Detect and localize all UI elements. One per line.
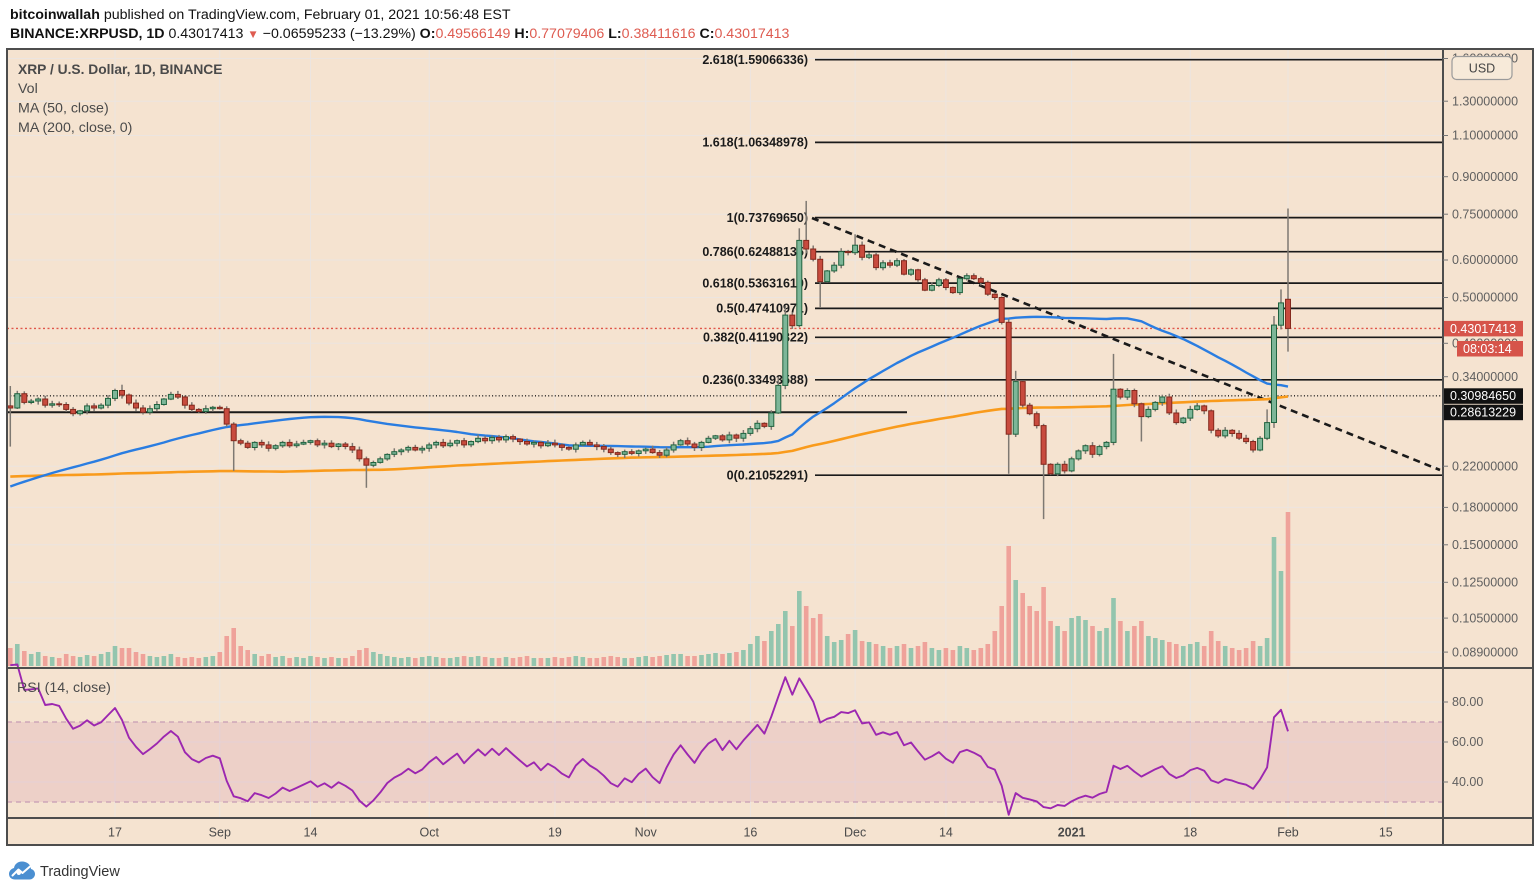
svg-text:0.08900000: 0.08900000 [1452,645,1518,659]
svg-text:0.22000000: 0.22000000 [1452,459,1518,473]
svg-text:1.618(1.06348978): 1.618(1.06348978) [702,136,808,150]
svg-text:0.30984650: 0.30984650 [1450,389,1516,403]
svg-text:08:03:14: 08:03:14 [1463,342,1512,356]
svg-text:14: 14 [304,826,318,840]
svg-text:Dec: Dec [844,826,866,840]
svg-text:0.60000000: 0.60000000 [1452,253,1518,267]
svg-text:14: 14 [939,826,953,840]
svg-text:18: 18 [1183,826,1197,840]
svg-text:1(0.73769650): 1(0.73769650) [727,211,808,225]
svg-text:XRP / U.S. Dollar, 1D, BINANCE: XRP / U.S. Dollar, 1D, BINANCE [18,62,222,77]
svg-text:USD: USD [1469,62,1495,76]
svg-text:60.00: 60.00 [1452,735,1483,749]
svg-text:TradingView: TradingView [40,864,120,880]
svg-text:0.382(0.41190322): 0.382(0.41190322) [703,331,808,345]
svg-text:2.618(1.59066336): 2.618(1.59066336) [702,53,808,67]
svg-text:0.10500000: 0.10500000 [1452,611,1518,625]
svg-text:0.786(0.62488135): 0.786(0.62488135) [702,245,808,259]
svg-text:0.5(0.47410971): 0.5(0.47410971) [716,302,808,316]
svg-text:0.18000000: 0.18000000 [1452,501,1518,515]
svg-text:RSI (14, close): RSI (14, close) [17,680,111,696]
svg-text:Feb: Feb [1277,826,1299,840]
svg-text:Vol: Vol [18,81,38,97]
svg-text:0.90000000: 0.90000000 [1452,170,1518,184]
svg-text:0.15000000: 0.15000000 [1452,538,1518,552]
svg-text:1.10000000: 1.10000000 [1452,129,1518,143]
svg-text:15: 15 [1379,826,1393,840]
svg-text:0.43017413: 0.43017413 [1450,322,1516,336]
svg-text:0.618(0.53631619): 0.618(0.53631619) [702,276,808,290]
svg-text:MA (50, close): MA (50, close) [18,101,109,117]
svg-text:19: 19 [548,826,562,840]
svg-text:0.236(0.33493588): 0.236(0.33493588) [702,373,808,387]
svg-text:0.12500000: 0.12500000 [1452,576,1518,590]
svg-text:BINANCE:XRPUSD, 1D 0.43017413: BINANCE:XRPUSD, 1D 0.43017413 ▼ −0.06595… [10,26,790,42]
svg-text:40.00: 40.00 [1452,775,1483,789]
svg-text:Nov: Nov [635,826,658,840]
svg-text:0.34000000: 0.34000000 [1452,370,1518,384]
svg-text:80.00: 80.00 [1452,695,1483,709]
svg-text:Oct: Oct [419,826,439,840]
svg-text:Sep: Sep [209,826,231,840]
svg-text:0.75000000: 0.75000000 [1452,207,1518,221]
svg-text:0.50000000: 0.50000000 [1452,291,1518,305]
svg-text:17: 17 [108,826,122,840]
svg-text:1.30000000: 1.30000000 [1452,94,1518,108]
svg-text:0.28613229: 0.28613229 [1450,406,1516,420]
svg-text:MA (200, close, 0): MA (200, close, 0) [18,120,132,136]
svg-text:0(0.21052291): 0(0.21052291) [727,468,808,482]
svg-text:16: 16 [743,826,757,840]
svg-text:2021: 2021 [1058,826,1086,840]
svg-text:bitcoinwallah published on Tra: bitcoinwallah published on TradingView.c… [10,7,511,23]
